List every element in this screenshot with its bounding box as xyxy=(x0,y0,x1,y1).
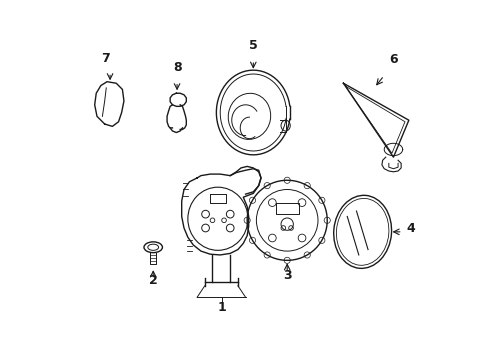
Text: 7: 7 xyxy=(101,52,110,65)
Text: 8: 8 xyxy=(172,61,181,74)
Text: 2: 2 xyxy=(148,274,157,287)
Text: 1: 1 xyxy=(217,301,225,314)
Text: 5: 5 xyxy=(248,40,257,53)
Text: 6: 6 xyxy=(388,53,397,66)
Text: 4: 4 xyxy=(406,222,415,235)
Text: 3: 3 xyxy=(282,269,291,282)
